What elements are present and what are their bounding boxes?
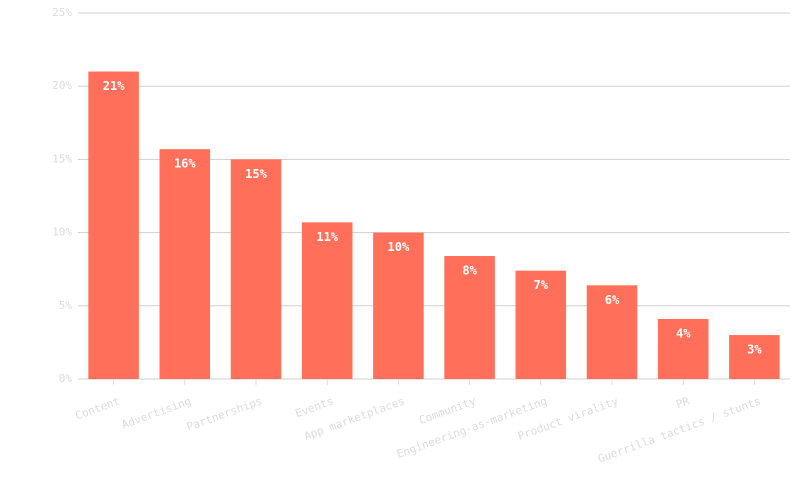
- data-label: 15%: [245, 167, 267, 181]
- y-tick-label: 15%: [52, 152, 72, 165]
- x-tick-label: Partnerships: [185, 394, 264, 433]
- y-tick-label: 0%: [59, 372, 73, 385]
- bar: [301, 222, 353, 379]
- x-tick-label: Events: [293, 394, 335, 420]
- data-label: 21%: [103, 79, 125, 93]
- bar: [586, 285, 638, 379]
- data-label: 8%: [462, 264, 477, 278]
- data-label: 16%: [174, 157, 196, 171]
- data-label: 11%: [316, 230, 338, 244]
- bar: [657, 318, 709, 379]
- bar: [515, 270, 567, 379]
- x-tick-label: Advertising: [120, 394, 193, 431]
- bar: [159, 149, 211, 379]
- bar: [444, 256, 495, 379]
- y-tick-label: 25%: [52, 6, 72, 19]
- x-tick-label: PR: [674, 394, 691, 411]
- y-tick-label: 10%: [52, 226, 72, 239]
- bar: [373, 232, 424, 379]
- y-tick-label: 5%: [59, 299, 73, 312]
- bar: [729, 335, 780, 379]
- data-label: 7%: [534, 278, 549, 292]
- data-label: 3%: [747, 343, 762, 357]
- data-label: 6%: [605, 293, 620, 307]
- data-label: 10%: [388, 240, 410, 254]
- data-label: 4%: [676, 326, 691, 340]
- bar: [88, 71, 139, 379]
- x-tick-label: Content: [74, 394, 122, 422]
- y-tick-label: 20%: [52, 79, 72, 92]
- bar: [230, 159, 282, 379]
